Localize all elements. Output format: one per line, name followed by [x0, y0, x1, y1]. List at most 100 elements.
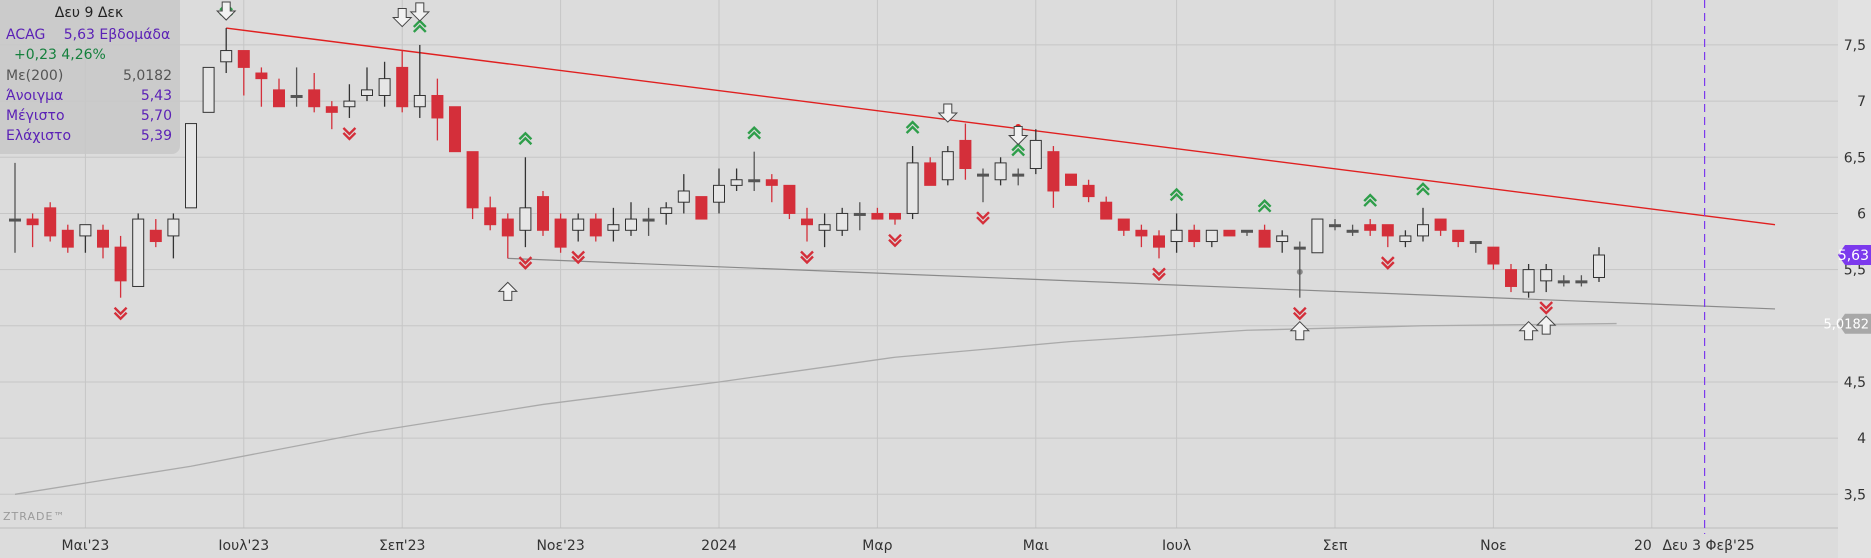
candle-body [97, 229, 109, 248]
candle [449, 106, 461, 153]
arrow-up-marker-icon [1535, 315, 1557, 335]
candle-body [26, 218, 39, 226]
candle [1223, 229, 1236, 237]
candle [1364, 219, 1377, 236]
candle-body [1487, 246, 1500, 265]
tooltip-high-value: 5,70 [140, 108, 172, 124]
candle-body [1399, 235, 1412, 243]
candle-body [343, 100, 356, 108]
candle-body [466, 151, 479, 209]
candle [853, 202, 866, 231]
candle-body [167, 218, 180, 237]
cursor-date-label: Δευ 3 Φεβ'25 [1662, 538, 1754, 554]
candle-body [1540, 269, 1553, 282]
candle-body [959, 139, 972, 170]
candle [924, 157, 937, 186]
candle-body [977, 173, 989, 177]
candle-body [61, 229, 74, 248]
y-tick-label: 4,5 [1844, 375, 1866, 391]
candle [801, 207, 813, 242]
candle [1557, 275, 1570, 287]
candle-body [132, 218, 145, 287]
candle [1082, 179, 1095, 203]
candle [818, 213, 831, 248]
candle [396, 50, 409, 113]
candle [79, 224, 92, 253]
tooltip-high-row: Μέγιστο 5,70 [6, 106, 172, 126]
candle [273, 78, 285, 108]
tooltip-open-value: 5,43 [140, 88, 172, 104]
candle-body [202, 66, 215, 113]
candle-body [853, 212, 866, 216]
candle-body [836, 212, 849, 231]
candle-body [1223, 229, 1236, 237]
candle [677, 174, 690, 214]
arrow-down-marker-icon [215, 1, 237, 21]
candle-body [449, 106, 461, 153]
candle-body [1434, 218, 1447, 231]
candle [237, 50, 250, 96]
candle [1047, 146, 1060, 208]
candle-body [695, 196, 708, 220]
resistance-trendline [226, 27, 1776, 226]
candle [1329, 219, 1341, 231]
candle-body [1381, 224, 1394, 237]
candle [1100, 196, 1113, 220]
candle-body [1417, 224, 1429, 237]
signal-down-icon [976, 211, 990, 225]
candle [994, 157, 1007, 186]
candle-body [237, 50, 250, 68]
ma-badge-label: 5,0182 [1824, 318, 1870, 333]
candle [1065, 173, 1077, 186]
candle [1487, 246, 1500, 270]
candle-body [1065, 173, 1077, 186]
tooltip-symbol: ACAG [6, 27, 46, 43]
y-tick-label: 5,5 [1844, 263, 1866, 279]
candle [325, 101, 338, 130]
y-tick-label: 3,5 [1844, 487, 1866, 503]
candle [1311, 218, 1324, 254]
x-tick-label: Ιουλ'23 [218, 538, 269, 554]
candle-body [1346, 229, 1359, 233]
candle [625, 202, 637, 236]
candle [748, 151, 761, 191]
candle [1452, 229, 1465, 248]
signal-down-icon [1539, 301, 1554, 315]
price-badge-label: 5,63 [1838, 248, 1869, 264]
candle [1505, 264, 1517, 293]
candle [906, 146, 919, 220]
candle-body [44, 207, 57, 237]
candle [44, 202, 57, 242]
tooltip-symbol-row: ACAG 5,63 Εβδομάδα [6, 25, 172, 45]
candle [1276, 230, 1289, 253]
candle [836, 207, 849, 236]
candle [413, 44, 426, 118]
candle [607, 207, 620, 242]
candle-body [994, 162, 1007, 181]
candle [9, 162, 21, 253]
candle-body [642, 218, 655, 222]
candle-body [554, 218, 567, 248]
signal-up-icon [1169, 187, 1184, 202]
candle [61, 224, 74, 253]
candle-body [79, 224, 92, 237]
candle [1205, 229, 1218, 248]
candle-body [185, 123, 197, 209]
candle-body [1469, 241, 1482, 245]
candle-body [1012, 173, 1025, 177]
tooltip-low-value: 5,39 [140, 128, 172, 144]
signal-down-icon [342, 127, 357, 141]
candle [1153, 230, 1165, 259]
tooltip-open-label: Άνοιγμα [6, 88, 64, 104]
candle [149, 219, 162, 248]
candle [1434, 218, 1447, 236]
x-tick-label: Ιουλ [1162, 538, 1191, 554]
candle-body [1135, 229, 1148, 237]
candle [589, 213, 602, 242]
tooltip-low-label: Ελάχιστο [6, 128, 72, 144]
x-tick-label: Σεπ [1323, 538, 1348, 554]
x-tick-label: Μαι'23 [62, 538, 110, 554]
x-tick-label: 2024 [701, 538, 737, 554]
candle-body [220, 50, 233, 63]
